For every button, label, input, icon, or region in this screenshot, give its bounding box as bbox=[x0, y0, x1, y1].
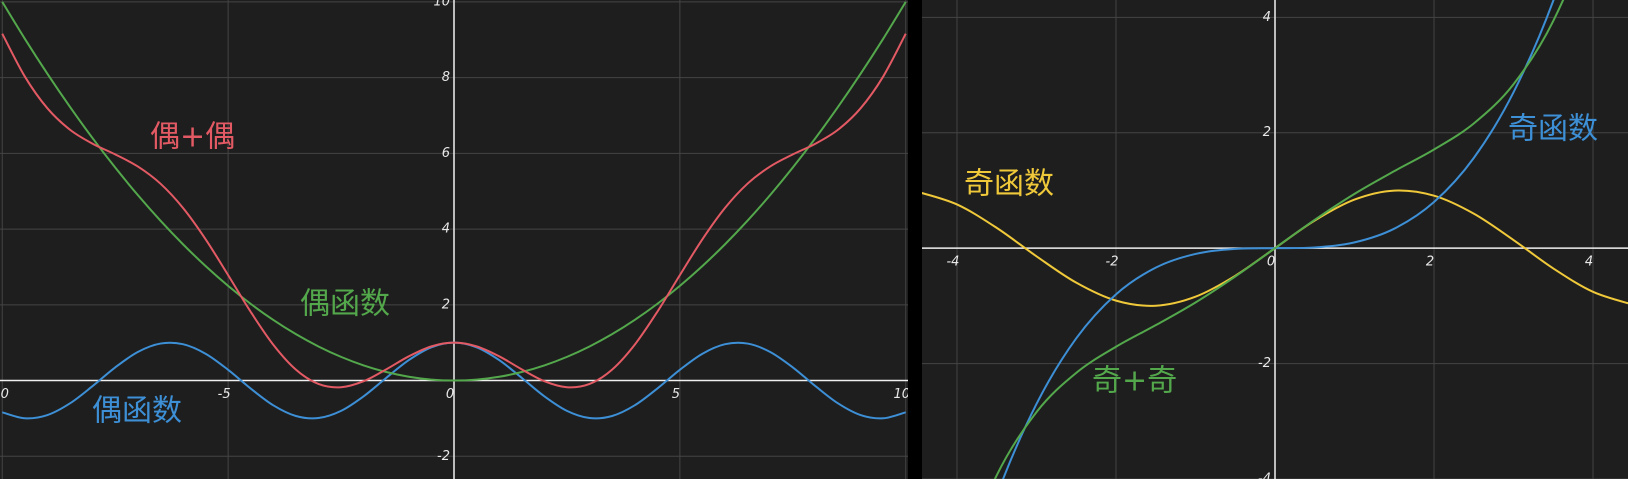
curve bbox=[993, 0, 1565, 479]
x-tick-label: 4 bbox=[1585, 255, 1593, 270]
annotation: 奇函数 bbox=[1508, 112, 1598, 147]
annotation: 偶+偶 bbox=[150, 120, 235, 155]
x-tick-label: 2 bbox=[1426, 255, 1434, 270]
curve bbox=[1, 33, 907, 389]
x-tick-label: 0 bbox=[446, 387, 454, 402]
annotation: 奇+奇 bbox=[1092, 364, 1177, 399]
y-tick-label: -2 bbox=[437, 449, 450, 464]
y-tick-label: 4 bbox=[442, 222, 450, 237]
x-tick-label: -5 bbox=[218, 387, 231, 402]
x-tick-label: -2 bbox=[1106, 255, 1119, 270]
y-tick-label: 2 bbox=[1263, 125, 1271, 140]
annotation: 偶函数 bbox=[300, 287, 390, 322]
y-tick-label: 2 bbox=[442, 297, 450, 312]
y-tick-label: -4 bbox=[1258, 472, 1271, 479]
odd-graph: -4 -2 0 2 4 -4 -2 2 4 奇函数 奇函数 奇+奇 bbox=[922, 0, 1628, 479]
y-tick-label: -2 bbox=[1258, 356, 1271, 371]
y-tick-label: 4 bbox=[1263, 10, 1271, 25]
x-tick-label: -10 bbox=[0, 387, 9, 402]
annotation: 偶函数 bbox=[92, 394, 182, 429]
y-tick-label: 10 bbox=[433, 0, 450, 9]
curve bbox=[1, 1, 907, 382]
annotation: 奇函数 bbox=[964, 167, 1054, 202]
x-tick-label: 10 bbox=[893, 387, 908, 402]
y-tick-label: 8 bbox=[442, 70, 450, 85]
x-tick-label: -4 bbox=[946, 255, 959, 270]
x-tick-label: 5 bbox=[672, 387, 680, 402]
x-tick-label: 0 bbox=[1267, 255, 1275, 270]
even-graph: -10 -5 0 5 10 -2 2 4 6 8 10 偶+偶 偶函数 偶函数 bbox=[0, 0, 908, 479]
y-tick-label: 6 bbox=[442, 146, 450, 161]
